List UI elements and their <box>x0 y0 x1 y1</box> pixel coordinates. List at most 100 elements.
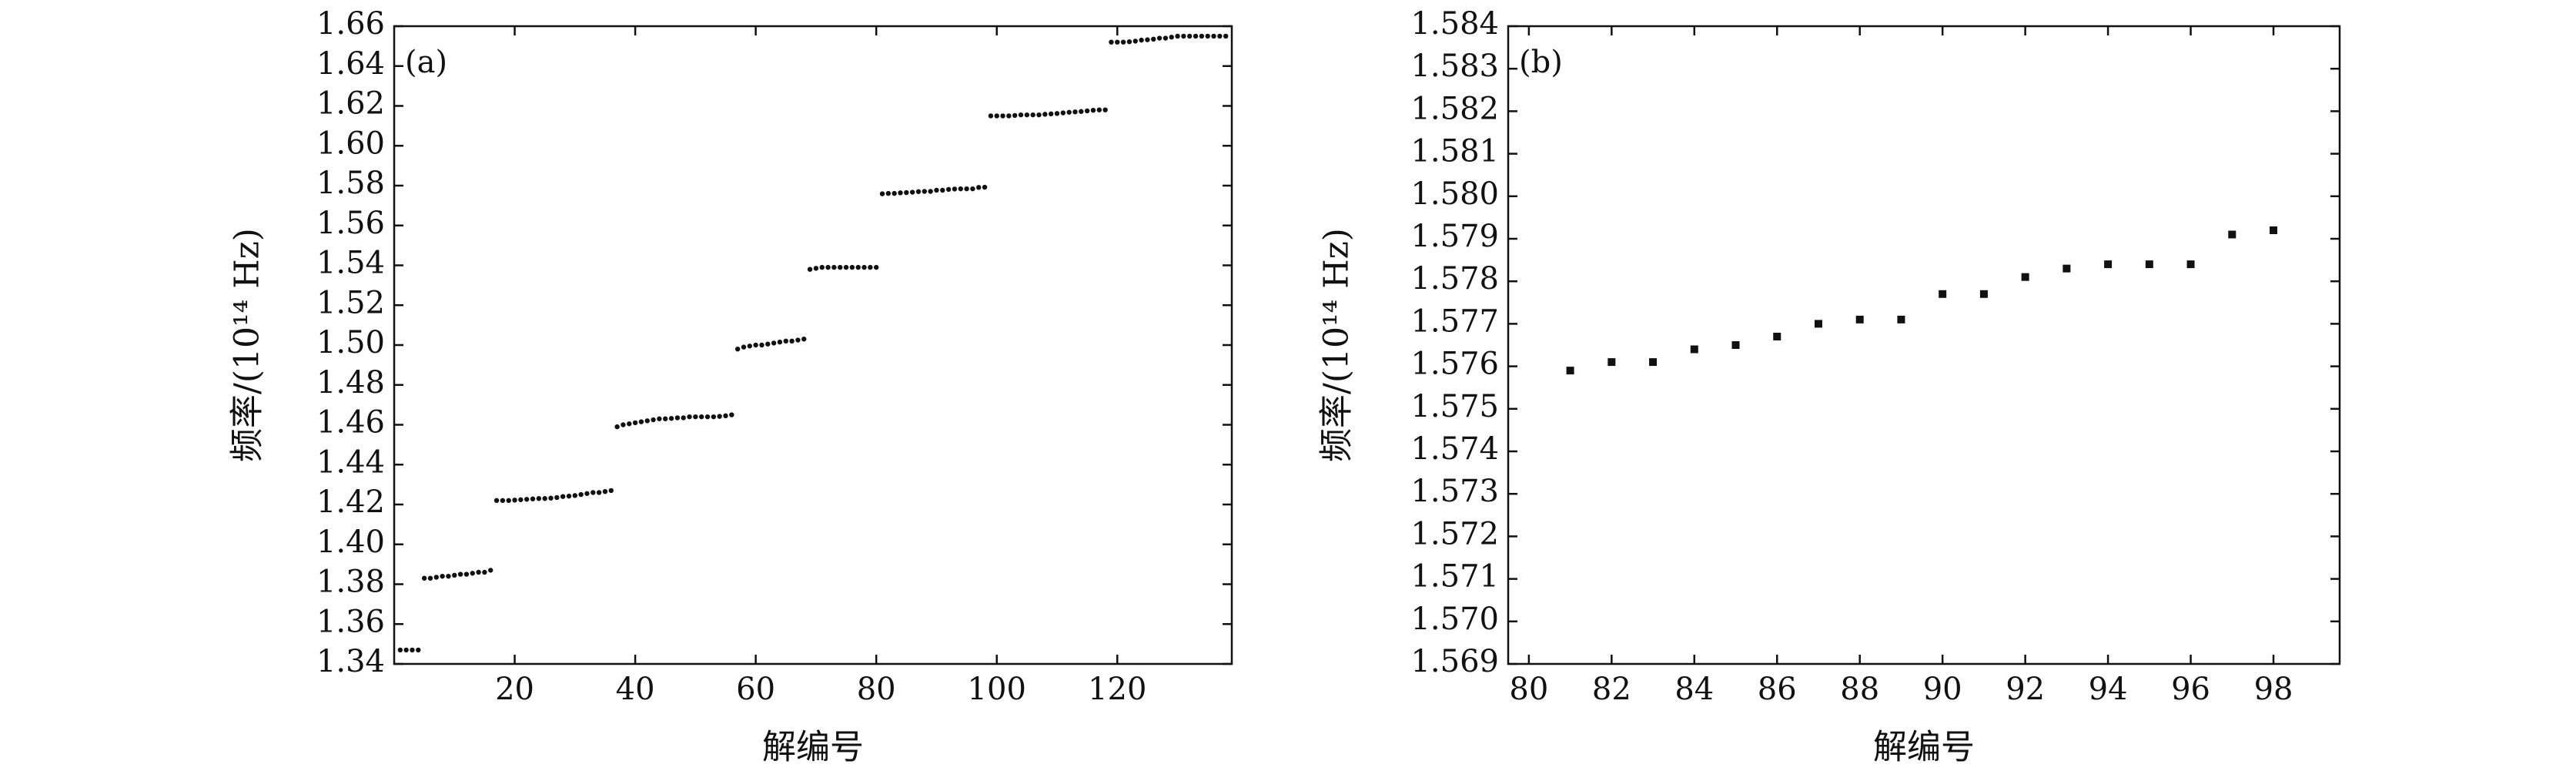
point <box>542 496 547 501</box>
point <box>554 494 560 501</box>
point <box>964 186 969 192</box>
point <box>1079 109 1084 114</box>
point <box>2186 260 2195 269</box>
point <box>1139 37 1144 43</box>
point <box>668 416 674 421</box>
point <box>765 341 771 347</box>
point <box>657 416 662 421</box>
y-tick-label: 1.42 <box>316 484 385 520</box>
point <box>1012 112 1018 119</box>
point <box>849 264 855 270</box>
point <box>512 498 517 503</box>
point <box>988 113 994 119</box>
y-tick-label: 1.583 <box>1410 49 1499 84</box>
y-tick-label: 1.581 <box>1410 134 1499 169</box>
x-tick-label: 94 <box>2089 672 2128 707</box>
point <box>723 413 728 419</box>
y-tick-label: 1.40 <box>316 525 385 560</box>
y-tick-label: 1.38 <box>316 565 385 600</box>
y-tick-label: 1.572 <box>1410 516 1499 551</box>
point <box>578 491 584 498</box>
y-tick-label: 1.575 <box>1410 389 1499 424</box>
point <box>1187 33 1193 39</box>
point <box>1223 33 1229 39</box>
y-tick-label: 1.56 <box>316 206 385 241</box>
x-tick-label: 90 <box>1923 672 1962 707</box>
point <box>934 187 939 193</box>
point <box>873 264 879 270</box>
point <box>1217 33 1223 39</box>
point <box>614 424 620 430</box>
point <box>548 495 554 501</box>
point <box>1084 108 1090 114</box>
plot-frame <box>1507 25 2341 665</box>
y-tick-label: 1.574 <box>1410 431 1499 467</box>
x-tick-label: 80 <box>857 672 896 707</box>
plot-frame <box>393 25 1233 665</box>
point <box>1897 315 1905 323</box>
point <box>1018 112 1024 118</box>
point <box>1649 358 1658 367</box>
point <box>1193 33 1199 39</box>
y-tick-label: 1.52 <box>316 285 385 320</box>
y-tick-label: 1.50 <box>316 325 385 360</box>
point <box>952 186 958 192</box>
point <box>855 264 861 270</box>
point <box>885 190 892 196</box>
point <box>524 497 530 502</box>
point <box>693 414 698 420</box>
point <box>536 496 542 501</box>
point <box>819 264 825 270</box>
point <box>2145 260 2153 269</box>
point <box>825 264 831 270</box>
point <box>958 186 963 192</box>
point <box>831 264 837 270</box>
x-axis-label: 解编号 <box>1873 728 1975 767</box>
point <box>446 573 451 579</box>
y-tick-label: 1.569 <box>1410 644 1499 679</box>
point <box>813 266 819 271</box>
point <box>482 569 487 575</box>
point <box>1054 111 1060 116</box>
point <box>1145 37 1150 42</box>
y-tick-label: 1.573 <box>1410 474 1499 509</box>
point <box>915 189 922 194</box>
point <box>928 189 933 194</box>
point <box>717 414 722 419</box>
point <box>898 190 903 196</box>
point <box>783 338 788 344</box>
y-tick-label: 1.60 <box>316 126 385 161</box>
panel-label: (a) <box>405 45 447 80</box>
point <box>427 575 433 581</box>
point <box>572 493 578 498</box>
point <box>674 415 681 421</box>
point <box>506 498 511 504</box>
y-tick-label: 1.58 <box>316 166 385 201</box>
point <box>2062 264 2071 273</box>
y-tick-label: 1.579 <box>1410 219 1499 254</box>
point <box>2228 230 2236 239</box>
point <box>1030 112 1035 118</box>
point <box>1731 341 1740 349</box>
x-tick-label: 120 <box>1088 672 1146 707</box>
point <box>753 342 758 348</box>
point <box>1066 109 1072 115</box>
point <box>704 414 711 420</box>
point <box>1175 33 1180 39</box>
point <box>621 422 626 427</box>
x-tick-label: 82 <box>1592 672 1631 707</box>
point <box>1939 290 1947 298</box>
point <box>1115 39 1120 45</box>
y-tick-label: 1.46 <box>316 405 385 441</box>
point <box>1072 109 1078 115</box>
point <box>1690 345 1698 354</box>
point <box>493 498 500 504</box>
point <box>940 187 945 193</box>
point <box>1151 36 1156 42</box>
point <box>1156 35 1163 41</box>
point <box>470 571 475 576</box>
point <box>500 498 506 504</box>
y-tick-label: 1.582 <box>1410 91 1499 126</box>
point <box>801 337 807 342</box>
